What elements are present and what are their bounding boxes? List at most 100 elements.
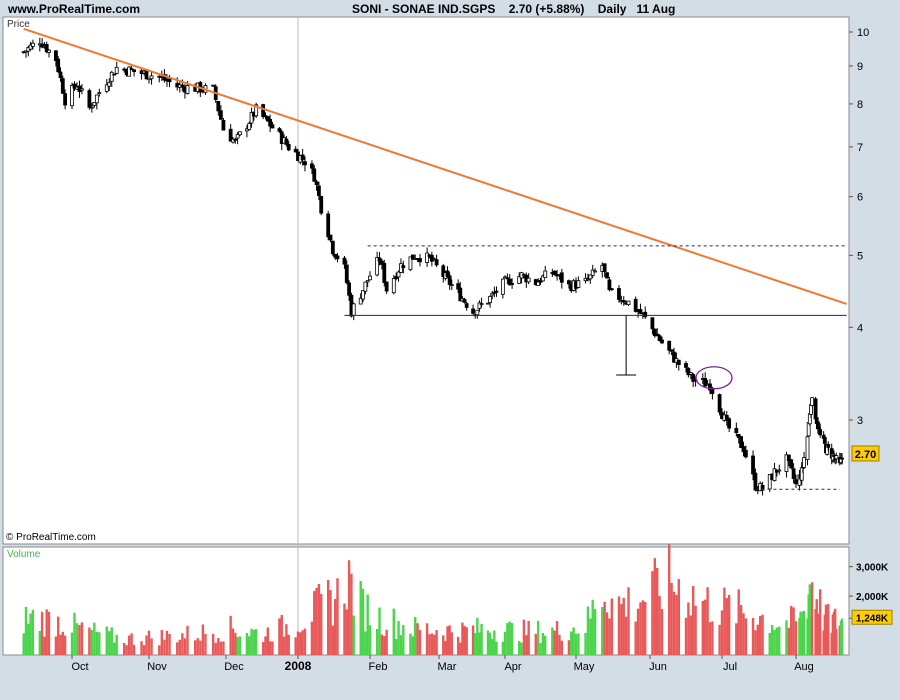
candle-body <box>586 278 590 281</box>
candle-body <box>607 279 612 291</box>
volume-bar <box>245 633 249 655</box>
volume-bar <box>840 618 844 655</box>
candle-body <box>235 134 240 139</box>
candle-body <box>80 88 84 91</box>
volume-bar <box>132 644 136 655</box>
volume-bar <box>551 627 554 655</box>
volume-bar <box>168 633 171 655</box>
candle-body <box>408 256 413 271</box>
candle-body <box>464 303 469 308</box>
price-panel[interactable] <box>2 16 850 545</box>
candle-body <box>517 276 522 284</box>
volume-bar <box>375 629 379 655</box>
volume-bar <box>47 611 51 655</box>
candle-body <box>657 335 662 341</box>
candle-body <box>479 303 484 305</box>
candle-body <box>363 281 368 292</box>
volume-bar <box>366 594 369 655</box>
volume-bar <box>534 633 537 655</box>
volume-bar <box>236 637 239 655</box>
candle-body <box>751 455 755 475</box>
volume-bar <box>706 587 709 655</box>
candle-body <box>310 163 314 169</box>
volume-bar <box>282 636 286 655</box>
volume-bar <box>433 634 436 655</box>
candle-body <box>351 303 356 316</box>
volume-bar <box>684 617 688 655</box>
site-url[interactable]: www.ProRealTime.com <box>8 2 141 16</box>
candle-body <box>486 302 490 305</box>
candle-body <box>379 260 384 265</box>
candle-body <box>691 374 696 382</box>
candle-body <box>312 168 317 182</box>
volume-bar <box>204 633 207 655</box>
volume-bar <box>254 629 258 655</box>
volume-bar <box>278 618 281 655</box>
volume-bar <box>394 638 398 655</box>
volume-bar <box>122 642 126 655</box>
volume-bar <box>653 558 656 655</box>
volume-bar <box>80 622 84 655</box>
candle-body <box>314 181 319 185</box>
volume-bar <box>219 641 223 655</box>
volume-bar <box>201 624 205 655</box>
candle-body <box>543 270 548 279</box>
candle-body <box>643 311 648 318</box>
candle-body <box>425 252 430 263</box>
candle-body <box>185 85 190 94</box>
candle-body <box>44 44 49 53</box>
volume-bar <box>510 623 514 655</box>
candle-body <box>471 308 475 314</box>
volume-bar <box>250 628 253 655</box>
candle-body <box>626 300 631 306</box>
price-tick-label: 8 <box>857 99 863 111</box>
volume-bar <box>735 623 738 655</box>
volume-bar <box>40 611 44 655</box>
volume-bar <box>704 599 707 655</box>
candle-body <box>434 259 439 266</box>
volume-bar <box>656 568 659 655</box>
last-volume-label: 1,248K <box>856 613 889 624</box>
volume-bar <box>294 637 297 655</box>
volume-bar <box>835 628 838 655</box>
candle-body <box>650 317 655 330</box>
volume-bar <box>751 617 755 655</box>
candle-body <box>672 351 676 363</box>
volume-bar <box>196 638 199 655</box>
volume-bar <box>409 633 412 655</box>
candle-body <box>221 119 226 131</box>
volume-bar <box>296 631 300 655</box>
x-tick-label: Dec <box>224 661 244 673</box>
volume-bar <box>758 615 762 655</box>
date-label: 11 Aug <box>636 2 676 16</box>
candle-body <box>70 85 74 107</box>
candle-body <box>361 290 365 300</box>
candle-body <box>254 104 259 117</box>
volume-bar <box>428 634 431 655</box>
candle-body <box>63 93 67 106</box>
volume-bar <box>536 620 540 655</box>
volume-bar <box>601 606 604 655</box>
candle-body <box>490 292 495 296</box>
volume-bar <box>742 613 745 655</box>
candle-body <box>265 116 270 122</box>
volume-bar <box>361 589 365 655</box>
volume-bar <box>24 606 28 655</box>
volume-bar <box>558 634 561 655</box>
volume-bar <box>677 579 680 655</box>
candle-body <box>328 234 333 241</box>
volume-bar <box>78 624 81 655</box>
candle-body <box>500 278 505 295</box>
volume-bar <box>518 640 521 655</box>
volume-bar <box>461 622 464 655</box>
volume-bar <box>418 630 422 655</box>
candle-body <box>822 436 827 444</box>
volume-bar <box>720 610 724 655</box>
volume-bar <box>708 622 712 655</box>
candle-body <box>445 270 450 277</box>
volume-bar <box>142 645 146 655</box>
volume-bar <box>397 621 400 655</box>
volume-bar <box>473 633 477 655</box>
candle-body <box>810 397 815 406</box>
